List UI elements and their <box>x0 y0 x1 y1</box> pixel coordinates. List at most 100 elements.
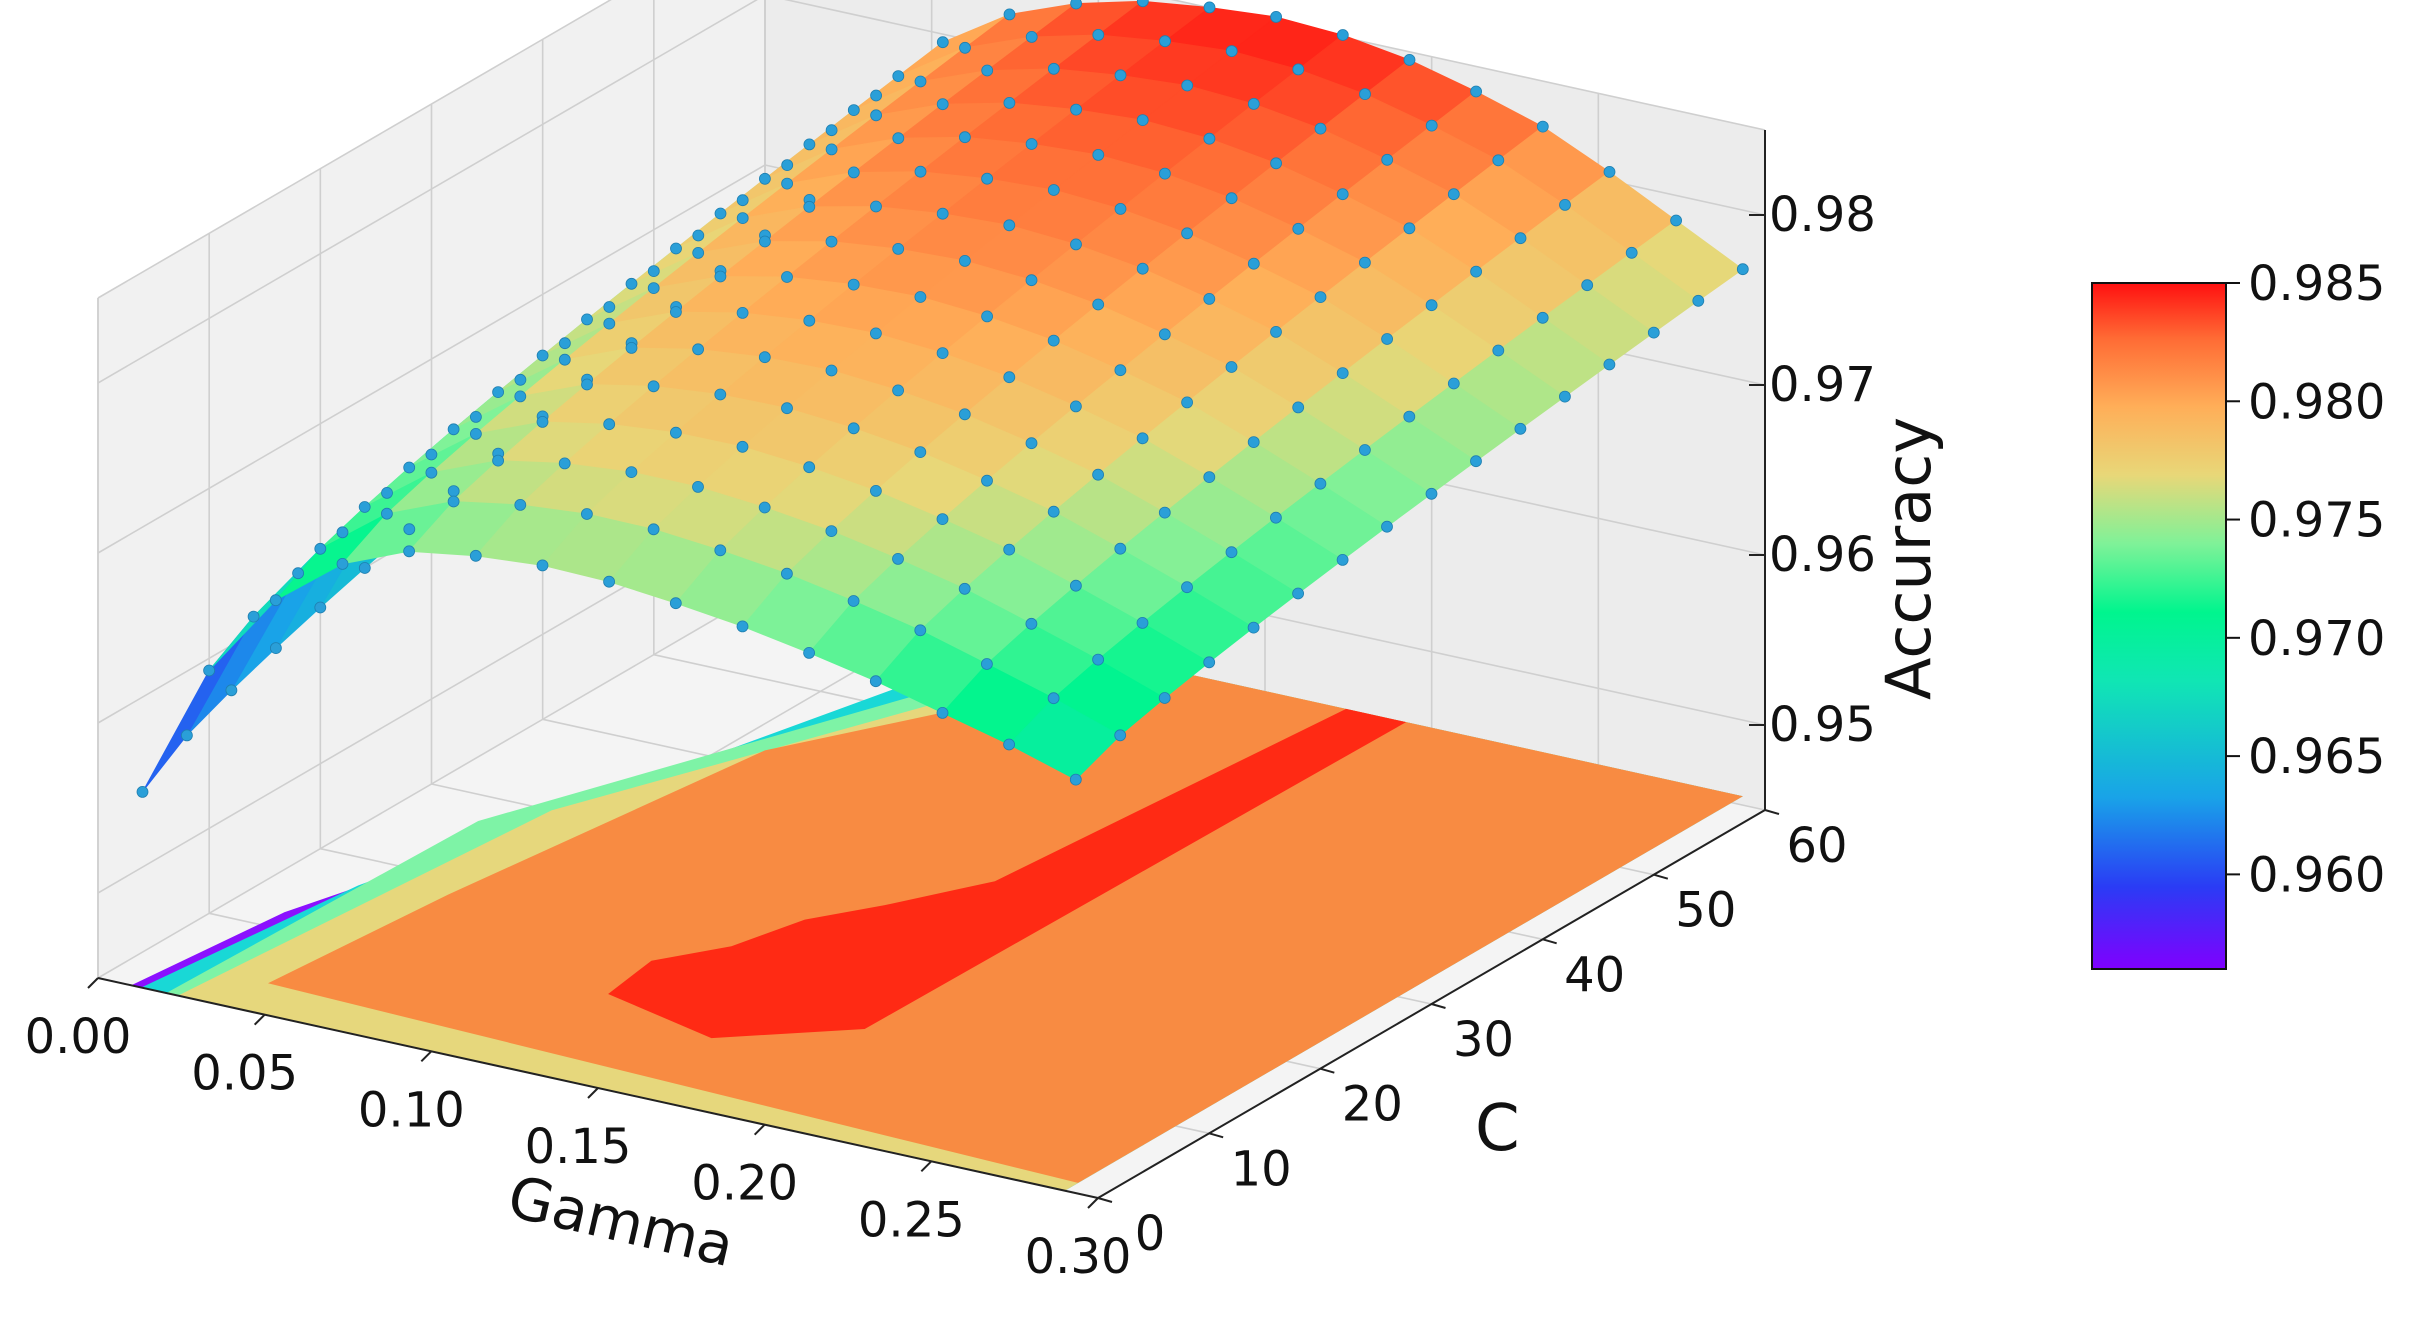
data-point <box>1425 119 1438 132</box>
data-point <box>358 501 371 513</box>
data-point <box>1647 326 1660 339</box>
data-point <box>714 207 727 220</box>
data-point <box>514 373 527 386</box>
data-point <box>959 254 971 267</box>
data-point <box>958 408 971 421</box>
data-point <box>1003 543 1016 556</box>
data-point <box>1359 444 1371 456</box>
data-point <box>1136 432 1149 445</box>
data-point <box>469 410 482 423</box>
data-point <box>669 597 682 610</box>
data-point <box>1136 262 1149 275</box>
data-point <box>981 474 993 487</box>
data-point <box>1425 487 1438 500</box>
data-point <box>803 200 816 213</box>
data-point <box>1159 167 1171 180</box>
data-point <box>1003 371 1016 384</box>
data-point <box>403 461 416 474</box>
data-point <box>958 582 971 595</box>
data-point <box>892 132 905 145</box>
colorbar-tick-label: 0.975 <box>2248 493 2385 549</box>
data-point <box>647 380 660 393</box>
data-point <box>1070 103 1082 116</box>
data-point <box>803 461 816 474</box>
data-point <box>936 513 949 525</box>
data-point <box>1247 98 1260 110</box>
data-point <box>625 341 638 354</box>
data-point <box>1181 396 1193 409</box>
data-point <box>1070 579 1082 592</box>
data-point <box>447 495 460 508</box>
data-point <box>781 567 793 580</box>
y-tick-mark <box>1320 1067 1335 1074</box>
data-point <box>647 523 660 536</box>
data-point <box>1314 291 1327 304</box>
data-point <box>469 427 482 440</box>
data-point <box>1181 227 1193 240</box>
y-tick-mark <box>1208 1132 1224 1139</box>
data-point <box>203 664 216 677</box>
data-point <box>358 562 371 574</box>
data-point <box>847 278 860 291</box>
data-point <box>670 306 682 318</box>
axes-ticks: 0.00 0.05 0.10 0.15 0.20 0.25 0.30 0 10 20 30 40 50 6… <box>25 130 1876 1285</box>
data-point <box>758 501 771 514</box>
data-point <box>1092 653 1104 666</box>
data-point <box>914 165 927 178</box>
data-point <box>1003 97 1016 109</box>
x-tick-label: 0.30 <box>1025 1229 1132 1285</box>
z-tick-label: 0.96 <box>1769 527 1876 583</box>
y-tick-label: 30 <box>1453 1012 1514 1068</box>
z-tick-label: 0.95 <box>1769 697 1876 753</box>
y-tick-label: 40 <box>1564 947 1625 1003</box>
data-point <box>1114 364 1127 377</box>
data-point <box>1003 219 1016 232</box>
data-point <box>1025 617 1038 630</box>
data-point <box>514 498 527 511</box>
data-point <box>1092 29 1105 41</box>
data-point <box>847 104 860 116</box>
data-point <box>1336 554 1349 566</box>
data-point <box>692 480 704 493</box>
data-point <box>1292 587 1304 600</box>
data-point <box>781 271 793 283</box>
data-point <box>1359 88 1371 100</box>
data-point <box>870 484 882 497</box>
data-point <box>1203 292 1216 305</box>
y-tick-label: 60 <box>1786 818 1847 874</box>
data-point <box>825 143 838 156</box>
data-point <box>759 235 771 248</box>
data-point <box>1047 184 1060 196</box>
data-point <box>1047 505 1060 518</box>
data-point <box>403 523 416 536</box>
x-tick-label: 0.05 <box>191 1046 298 1102</box>
data-point <box>1114 542 1127 555</box>
z-axis-label: Accuracy <box>1872 417 1945 700</box>
data-point <box>1114 729 1127 742</box>
data-point <box>1114 69 1127 82</box>
data-point <box>1092 468 1104 481</box>
accuracy-surface <box>142 0 1744 793</box>
data-point <box>981 310 993 323</box>
data-point <box>981 64 994 77</box>
data-point <box>870 327 882 340</box>
data-point <box>1247 621 1260 634</box>
data-point <box>625 466 638 479</box>
data-point <box>914 291 927 303</box>
data-point <box>1069 773 1082 786</box>
data-point <box>825 124 838 137</box>
data-point <box>959 41 971 54</box>
data-point <box>1470 265 1482 278</box>
data-point <box>1336 188 1349 201</box>
data-point <box>1403 410 1416 423</box>
data-point <box>1181 581 1193 594</box>
data-point <box>1247 436 1260 449</box>
data-point <box>1492 344 1505 357</box>
data-point <box>1203 471 1216 484</box>
data-point <box>670 242 682 255</box>
data-point <box>292 567 305 580</box>
data-point <box>603 317 616 330</box>
grid-left-z <box>97 164 766 554</box>
data-point <box>1692 294 1705 307</box>
data-point <box>1025 31 1038 43</box>
